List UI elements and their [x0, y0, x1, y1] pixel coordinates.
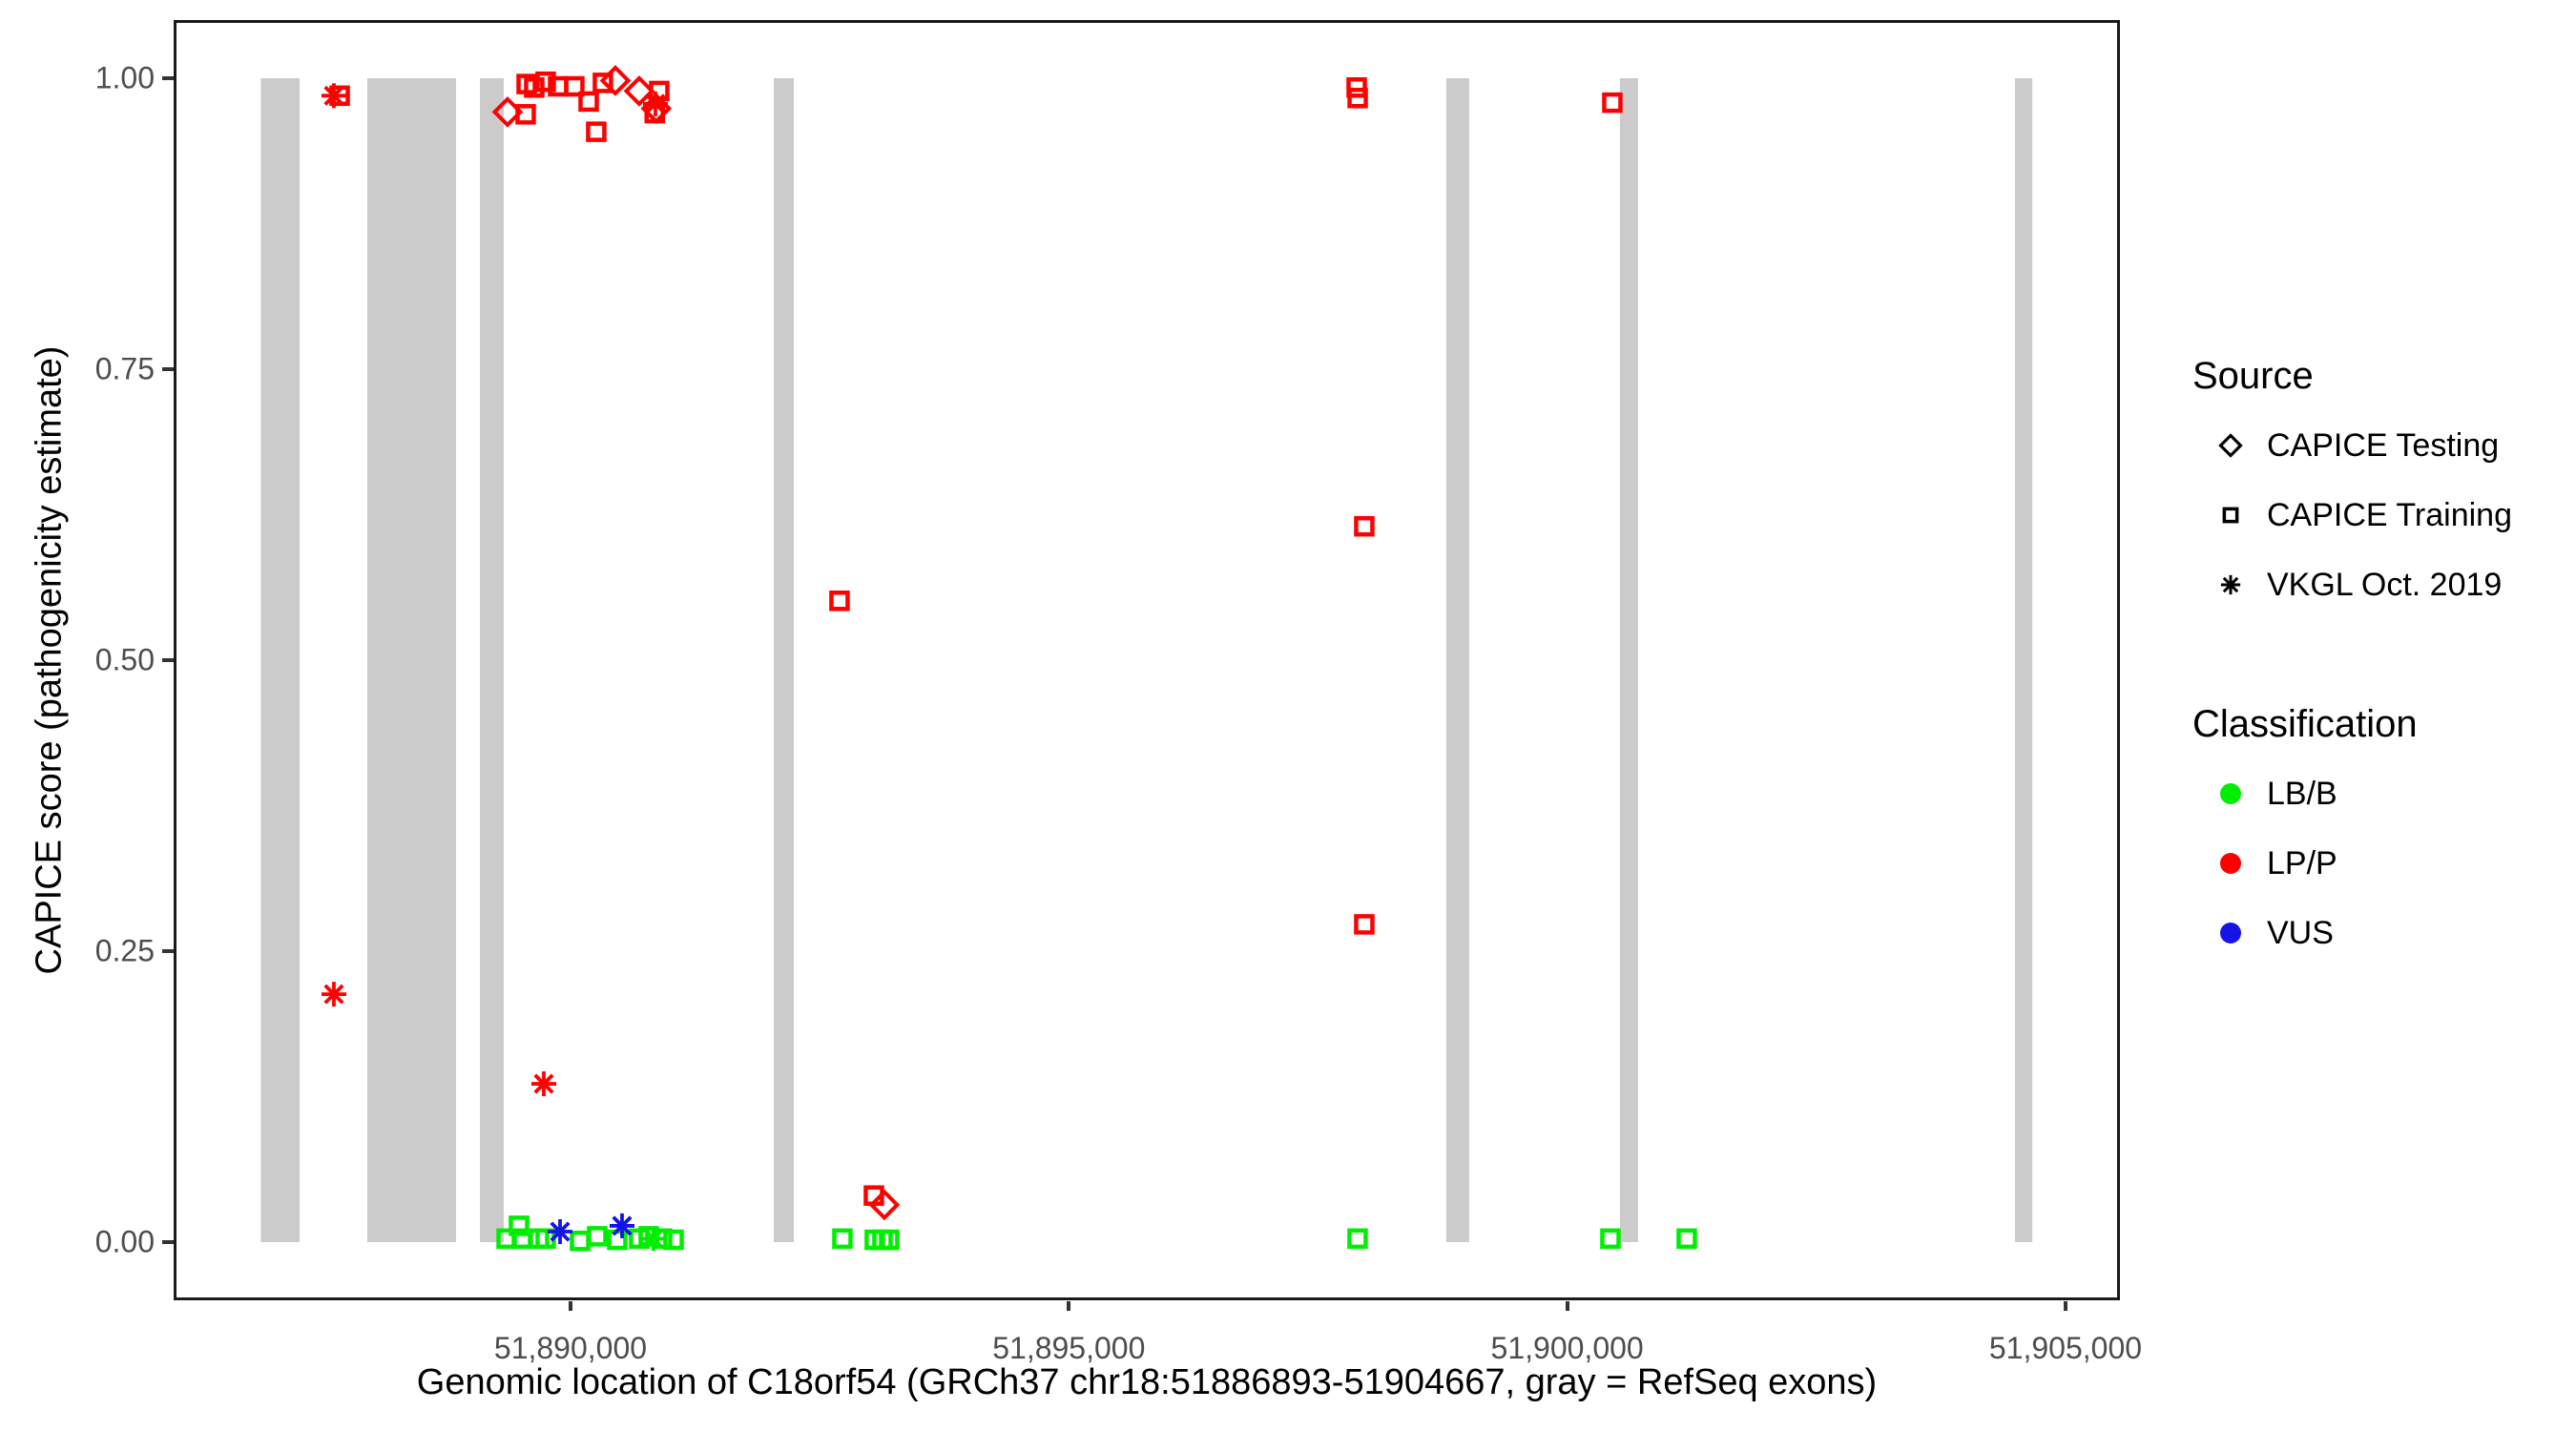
- refseq-exon-bar: [480, 78, 504, 1242]
- legend-item-diamond: CAPICE Testing: [2206, 421, 2499, 470]
- x-axis-title: Genomic location of C18orf54 (GRCh37 chr…: [416, 1362, 1878, 1402]
- data-point-square: [1347, 87, 1368, 109]
- data-point-square: [832, 1228, 853, 1250]
- x-axis-tick: [1565, 1301, 1569, 1311]
- y-axis-tick-label: 0.25: [94, 933, 155, 968]
- asterisk-icon: [2220, 574, 2241, 595]
- plot-panel: [174, 20, 2120, 1300]
- circle-icon: [2220, 783, 2241, 804]
- x-axis-tick: [1067, 1301, 1071, 1311]
- data-point-square: [829, 591, 850, 612]
- y-axis-tick: [162, 76, 174, 80]
- data-point-square: [652, 1228, 673, 1250]
- data-point-square: [587, 1226, 608, 1247]
- refseq-exon-bar: [2014, 78, 2033, 1242]
- refseq-exon-bar: [260, 78, 301, 1242]
- data-point-asterisk: [2220, 574, 2241, 595]
- data-point-diamond: [623, 75, 655, 107]
- data-point-diamond: [868, 1189, 901, 1221]
- data-point-square: [2222, 507, 2239, 524]
- legend-item-asterisk: VKGL Oct. 2019: [2206, 560, 2502, 610]
- y-axis-tick: [162, 658, 174, 662]
- legend-item-label: VUS: [2267, 914, 2334, 951]
- y-axis-tick-label: 0.00: [94, 1224, 155, 1259]
- data-point-square: [1347, 1228, 1368, 1250]
- data-point-circle: [2220, 783, 2241, 804]
- data-point-square: [879, 1229, 900, 1251]
- data-point-square: [586, 121, 607, 142]
- x-axis-tick: [2063, 1301, 2067, 1311]
- x-axis-tick-label: 51,905,000: [1988, 1331, 2143, 1365]
- refseq-exon-bar: [1619, 78, 1638, 1242]
- data-point-diamond: [2218, 433, 2243, 458]
- data-point-square: [1346, 77, 1367, 98]
- legend-item-vus: VUS: [2206, 908, 2334, 958]
- data-point-asterisk: [609, 1213, 634, 1238]
- refseq-exon-bar: [366, 78, 456, 1242]
- data-point-square: [570, 1231, 591, 1252]
- circle-icon: [2220, 923, 2241, 944]
- legend: Source CAPICE Testing CAPICE Training VKGL…: [2185, 0, 2576, 1431]
- y-axis-tick-label: 0.50: [94, 642, 155, 677]
- y-axis-tick-label: 0.75: [94, 351, 155, 386]
- data-point-asterisk: [321, 982, 346, 1007]
- refseq-exon-bar: [1445, 78, 1469, 1242]
- data-point-square: [1354, 914, 1375, 935]
- data-point-circle: [2220, 923, 2241, 944]
- legend-item-lpp: LP/P: [2206, 839, 2337, 888]
- data-point-square: [524, 77, 545, 98]
- legend-classification-title: Classification: [2192, 703, 2418, 745]
- data-point-square: [644, 102, 666, 124]
- diamond-icon: [2218, 433, 2243, 458]
- data-point-square: [535, 71, 556, 93]
- data-point-square: [1600, 1228, 1621, 1250]
- plot-canvas: [174, 20, 2120, 1300]
- legend-item-label: CAPICE Training: [2267, 496, 2512, 533]
- data-point-square: [1676, 1228, 1697, 1250]
- y-axis-tick: [162, 949, 174, 953]
- legend-source-title: Source: [2192, 355, 2314, 397]
- data-point-square: [592, 73, 613, 93]
- legend-item-label: VKGL Oct. 2019: [2267, 566, 2503, 603]
- data-point-diamond: [599, 65, 632, 96]
- data-point-square: [1354, 515, 1375, 537]
- square-icon: [2222, 507, 2239, 524]
- y-axis-tick: [162, 1240, 174, 1244]
- data-point-square: [1602, 92, 1623, 114]
- legend-item-label: LB/B: [2267, 775, 2337, 812]
- y-axis-tick: [162, 367, 174, 371]
- y-axis-tick-label: 1.00: [94, 60, 155, 95]
- legend-item-lbb: LB/B: [2206, 769, 2337, 819]
- x-axis-tick: [568, 1301, 572, 1311]
- x-axis-tick-label: 51,900,000: [1490, 1331, 1644, 1365]
- panel-border: [174, 20, 2120, 1300]
- legend-item-label: LP/P: [2267, 844, 2337, 881]
- data-point-square: [329, 85, 350, 107]
- data-point-square: [564, 75, 585, 97]
- x-axis-tick-label: 51,895,000: [992, 1331, 1146, 1365]
- data-point-square: [663, 1229, 684, 1251]
- x-axis-tick-label: 51,890,000: [493, 1331, 648, 1365]
- circle-icon: [2220, 853, 2241, 874]
- data-point-circle: [2220, 853, 2241, 874]
- legend-item-label: CAPICE Testing: [2267, 426, 2500, 464]
- data-point-asterisk: [530, 1071, 556, 1097]
- data-point-square: [515, 104, 536, 125]
- refseq-exon-bar: [773, 78, 794, 1242]
- data-point-square: [578, 91, 599, 113]
- legend-item-square: CAPICE Training: [2206, 490, 2512, 540]
- data-point-asterisk: [548, 1219, 573, 1245]
- data-point-square: [509, 1215, 530, 1236]
